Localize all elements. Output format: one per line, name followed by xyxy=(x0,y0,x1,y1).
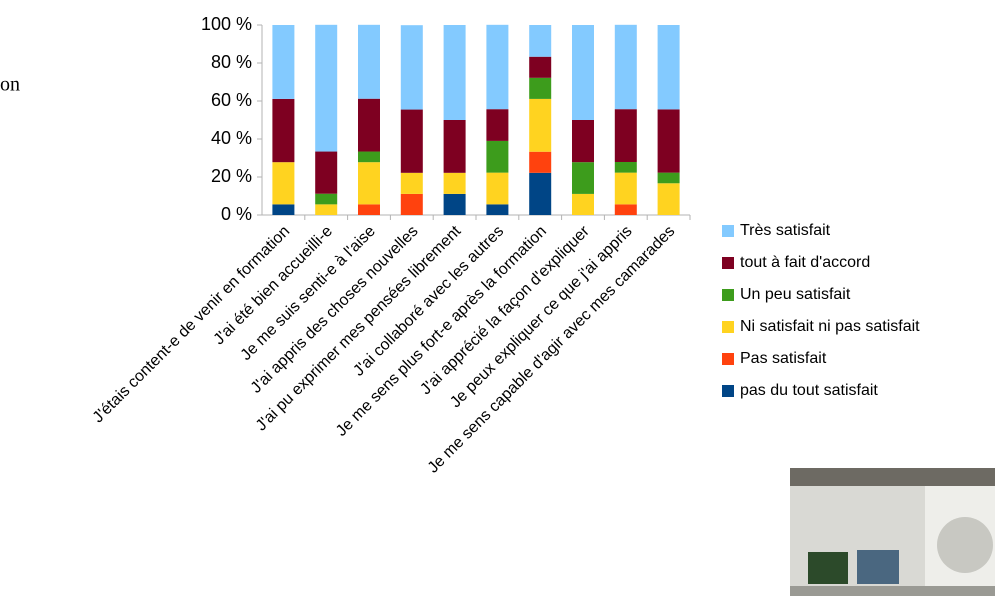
legend-label: tout à fait d'accord xyxy=(740,254,870,271)
bar-segment xyxy=(529,151,552,173)
bar-segment xyxy=(315,193,338,205)
bar-segment xyxy=(272,25,295,99)
y-tick-label: 80 % xyxy=(211,52,252,72)
bar-segment xyxy=(358,204,380,215)
legend-swatch xyxy=(722,289,734,301)
bar-segment xyxy=(315,24,338,152)
photo-frame xyxy=(857,550,899,584)
bar-segment xyxy=(443,120,466,173)
bar-segment xyxy=(529,25,552,57)
bar-segment xyxy=(443,172,466,194)
bar-segment xyxy=(614,204,637,215)
bar-segment xyxy=(572,120,594,163)
bar-segment xyxy=(614,109,637,162)
side-text: on xyxy=(0,74,20,96)
bar-segment xyxy=(272,98,295,163)
bar-segment xyxy=(272,162,295,205)
legend-swatch xyxy=(722,257,734,269)
bar-segment xyxy=(400,193,423,215)
bar-segment xyxy=(443,25,466,120)
legend-label: pas du tout satisfait xyxy=(740,382,878,399)
bar-segment xyxy=(572,162,594,194)
y-tick-label: 40 % xyxy=(211,128,252,148)
bar-segment xyxy=(614,24,637,110)
bar-segment xyxy=(529,98,552,152)
bar-segment xyxy=(315,151,338,194)
bar-segment xyxy=(358,151,380,163)
bar-segment xyxy=(400,25,423,110)
legend-swatch xyxy=(722,385,734,397)
legend-label: Très satisfait xyxy=(740,222,831,239)
legend-label: Un peu satisfait xyxy=(740,286,851,303)
bar-segment xyxy=(657,172,680,184)
photo-frame xyxy=(808,552,848,584)
x-tick-label: J'étais content-e de venir en formation xyxy=(90,223,293,426)
photo-ceiling xyxy=(790,468,995,486)
bar-segment xyxy=(529,172,552,215)
bar-segment xyxy=(400,109,423,173)
bar-segment xyxy=(358,162,380,205)
bar-segment xyxy=(443,193,466,215)
y-tick-label: 20 % xyxy=(211,166,252,186)
photo xyxy=(790,468,995,596)
bar-segment xyxy=(486,172,509,205)
bar-segment xyxy=(358,24,380,99)
bar-segment xyxy=(614,172,637,205)
legend-label: Pas satisfait xyxy=(740,350,827,367)
y-tick-label: 60 % xyxy=(211,90,252,110)
bar-segment xyxy=(315,204,338,215)
bar-segment xyxy=(272,204,295,215)
y-tick-label: 0 % xyxy=(221,204,252,224)
bar-segment xyxy=(614,161,637,173)
legend-swatch xyxy=(722,321,734,333)
bar-segment xyxy=(657,25,680,110)
photo-floor xyxy=(790,586,995,596)
bar-segment xyxy=(358,98,380,152)
bar-segment xyxy=(657,109,680,173)
bar-segment xyxy=(572,25,594,120)
legend-label: Ni satisfait ni pas satisfait xyxy=(740,318,920,335)
y-tick-label: 100 % xyxy=(201,14,252,34)
bar-segment xyxy=(529,77,552,99)
bar-segment xyxy=(400,172,423,194)
bar-segment xyxy=(572,193,594,215)
bar-segment xyxy=(529,56,552,78)
bar-segment xyxy=(486,24,509,110)
bar-segment xyxy=(486,109,509,141)
photo-projection xyxy=(937,517,993,573)
bar-segment xyxy=(657,183,680,215)
legend-swatch xyxy=(722,353,734,365)
bar-segment xyxy=(486,204,509,215)
bar-segment xyxy=(486,140,509,173)
legend-swatch xyxy=(722,225,734,237)
